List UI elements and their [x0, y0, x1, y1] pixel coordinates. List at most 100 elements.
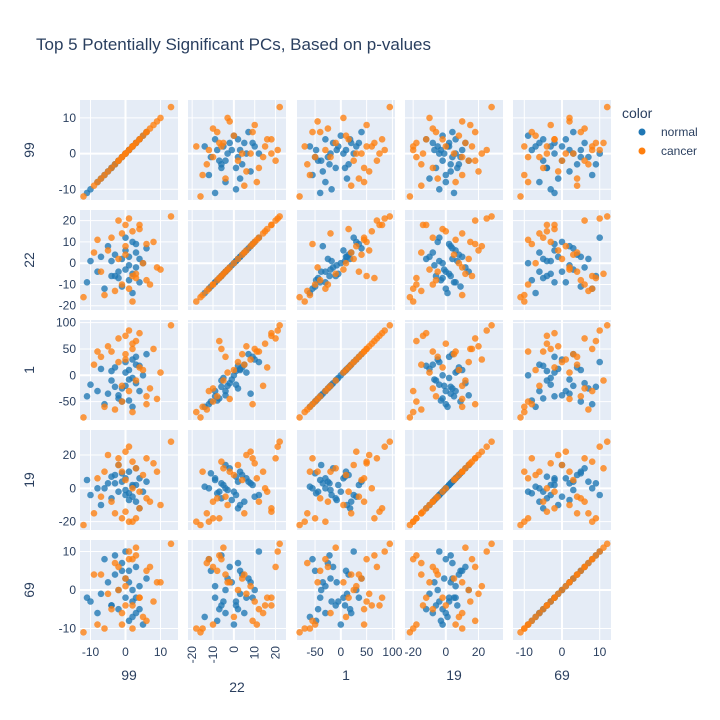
point-cancer [371, 515, 378, 522]
legend-marker-cancer [638, 147, 646, 155]
point-cancer [316, 567, 324, 575]
point-cancer [301, 408, 309, 416]
point-cancer [360, 236, 368, 244]
panel-22-vs-19 [405, 210, 503, 310]
point-cancer [483, 327, 491, 334]
point-cancer [363, 555, 370, 563]
x-tick-label: -20 [404, 645, 422, 659]
point-cancer [422, 594, 430, 601]
point-normal [108, 377, 115, 384]
point-cancer [386, 322, 394, 329]
point-cancer [209, 398, 217, 405]
point-cancer [566, 468, 573, 476]
point-cancer [429, 605, 437, 613]
point-cancer [309, 455, 316, 462]
point-cancer [243, 247, 250, 254]
point-cancer [355, 175, 363, 182]
point-cancer [167, 103, 175, 111]
point-normal [104, 480, 112, 487]
point-normal [558, 143, 566, 150]
point-cancer [209, 621, 217, 628]
point-normal [437, 397, 445, 404]
point-cancer [350, 586, 358, 594]
point-normal [447, 168, 455, 175]
point-cancer [588, 143, 596, 150]
point-cancer [442, 602, 450, 609]
point-cancer [268, 150, 275, 157]
panel-1-vs-69 [513, 320, 611, 421]
point-normal [596, 358, 603, 366]
point-cancer [108, 348, 115, 355]
point-normal [452, 387, 459, 395]
point-normal [216, 605, 223, 613]
point-cancer [577, 276, 585, 284]
point-cancer [209, 563, 217, 571]
point-normal [122, 491, 129, 499]
panel-99-vs-1 [296, 100, 395, 200]
point-cancer [129, 625, 136, 632]
point-normal [241, 609, 248, 617]
point-cancer [332, 270, 340, 278]
point-cancer [483, 548, 491, 555]
point-normal [328, 598, 335, 605]
point-cancer [157, 501, 164, 509]
point-cancer [324, 281, 332, 288]
point-cancer [450, 251, 458, 258]
point-cancer [381, 146, 389, 154]
point-cancer [115, 358, 122, 366]
point-cancer [249, 240, 256, 248]
point-cancer [222, 493, 229, 501]
point-cancer [345, 364, 352, 371]
point-normal [452, 594, 459, 601]
point-cancer [409, 387, 417, 395]
point-cancer [129, 228, 136, 235]
y-tick-label: -10 [59, 621, 77, 635]
point-cancer [243, 343, 250, 350]
point-cancer [111, 287, 119, 295]
point-normal [585, 255, 592, 263]
point-cancer [458, 625, 466, 632]
point-cancer [429, 563, 437, 571]
point-normal [108, 367, 115, 375]
point-cancer [146, 281, 154, 288]
point-cancer [532, 259, 539, 267]
point-cancer [554, 451, 562, 459]
point-normal [442, 387, 450, 395]
panel-19-vs-19 [405, 430, 503, 530]
panel-69-vs-19 [405, 540, 503, 640]
point-cancer [314, 118, 321, 125]
point-cancer [434, 268, 442, 276]
panel-22-vs-1 [296, 210, 395, 310]
point-cancer [345, 488, 352, 496]
x-tick-label: 0 [559, 645, 566, 659]
point-cancer [101, 291, 108, 299]
point-cancer [528, 400, 536, 408]
point-normal [115, 392, 122, 399]
point-cancer [376, 508, 383, 515]
point-normal [234, 385, 242, 392]
y-tick-label: -20 [59, 299, 77, 313]
point-cancer [222, 571, 229, 578]
x-tick-label: 10 [593, 645, 607, 659]
point-normal [536, 268, 543, 276]
point-cancer [585, 161, 592, 168]
point-cancer [365, 168, 373, 175]
point-cancer [80, 629, 87, 636]
point-cancer [432, 393, 440, 400]
point-normal [207, 470, 215, 477]
panel-19-vs-99 [80, 430, 178, 530]
point-cancer [253, 178, 261, 186]
y-tick-label: -10 [59, 182, 77, 196]
point-cancer [566, 501, 573, 509]
point-cancer [603, 322, 611, 329]
point-normal [532, 483, 539, 491]
point-cancer [322, 146, 329, 154]
point-normal [136, 582, 143, 590]
point-cancer [573, 571, 581, 578]
point-normal [319, 480, 327, 487]
point-normal [218, 383, 225, 391]
point-cancer [327, 153, 334, 161]
point-normal [337, 621, 345, 628]
point-normal [592, 161, 600, 168]
point-cancer [238, 150, 246, 157]
